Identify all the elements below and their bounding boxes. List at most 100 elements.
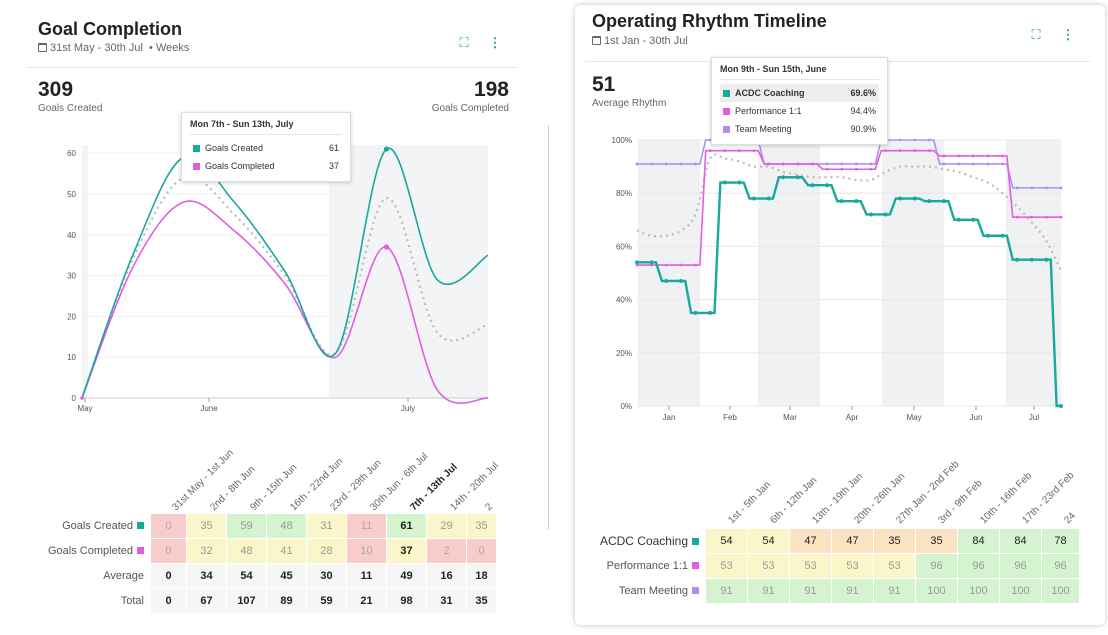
table-cell: 53: [873, 553, 916, 579]
average-rhythm-label: Average Rhythm: [592, 98, 667, 109]
data-point: [913, 149, 917, 153]
tooltip-label: Team Meeting: [735, 124, 792, 134]
data-point: [723, 149, 727, 153]
data-point: [678, 278, 683, 283]
data-point: [1059, 215, 1063, 219]
table-cell: 47: [789, 528, 832, 554]
tooltip-value: 90.9%: [850, 124, 876, 134]
table-cell: 67: [186, 588, 227, 614]
table-cell: 0: [150, 563, 187, 589]
table-row: Average 0 34 54 45 30 11 49 16 18: [38, 563, 497, 589]
card-divider: [548, 125, 549, 530]
data-point: [1059, 186, 1063, 190]
row-label: Goals Created: [38, 513, 151, 539]
data-point: [635, 162, 639, 166]
table-cell: 96: [1041, 553, 1080, 579]
row-label-text: Goals Created: [62, 520, 133, 532]
table-cell: 59: [306, 588, 347, 614]
legend-swatch: [723, 125, 730, 133]
data-point: [80, 396, 84, 400]
table-cell: 21: [346, 588, 387, 614]
table-cell: 31: [426, 588, 467, 614]
column-header: 24: [1062, 510, 1078, 526]
card-title: Goal Completion: [38, 19, 182, 39]
data-point: [898, 149, 902, 153]
table-row: ACDC Coaching 54 54 47 47 35 35 84 84 78: [593, 528, 1080, 554]
data-point: [737, 180, 742, 185]
tooltip-label: ACDC Coaching: [735, 88, 805, 98]
goals-created-total: 309: [38, 78, 74, 101]
goals-created-label: Goals Created: [38, 103, 103, 114]
data-point: [811, 162, 814, 166]
data-point: [942, 154, 946, 158]
series-line: [81, 200, 489, 404]
goals-completed-total: 198: [473, 78, 509, 101]
expand-icon[interactable]: ⛶: [1031, 27, 1041, 42]
y-tick-label: 50: [67, 190, 76, 199]
more-options-icon[interactable]: ⋮: [488, 35, 502, 50]
table-cell: 47: [831, 528, 874, 554]
series-line: [637, 176, 1061, 408]
x-tick-label: Jul: [1029, 413, 1039, 422]
table-cell: 30: [306, 563, 347, 589]
operating-rhythm-chart: 0% 20% 40% 60% 80% 100% Jan Feb Mar Apr May Jun Jul: [612, 136, 1063, 422]
x-tick-label: Jan: [663, 413, 676, 422]
table-cell: 61: [386, 513, 427, 539]
chart-shade: [758, 140, 820, 406]
legend-swatch: [692, 562, 699, 569]
legend-swatch: [137, 522, 144, 529]
calendar-icon: [38, 43, 47, 52]
goals-completed-label: Goals Completed: [431, 103, 509, 114]
data-point: [1001, 154, 1004, 158]
data-point: [854, 167, 858, 171]
table-cell: 41: [266, 538, 307, 564]
data-point: [650, 162, 654, 166]
table-row: Goals Created 0 35 59 48 31 11 61 29 35: [38, 513, 497, 539]
series-line: [636, 153, 1062, 271]
row-label: ACDC Coaching: [593, 528, 706, 554]
tooltip-title: Mon 9th - Sun 15th, June: [720, 64, 879, 80]
chart-shade: [1006, 140, 1061, 406]
row-label: Goals Completed: [38, 538, 151, 564]
data-point: [868, 212, 873, 217]
data-point: [649, 260, 654, 265]
row-label-text: Performance 1:1: [606, 560, 688, 572]
series-line: [81, 147, 489, 399]
data-point: [766, 196, 771, 201]
table-cell: 100: [915, 578, 958, 604]
data-point: [1030, 215, 1034, 219]
data-point: [913, 138, 917, 142]
table-cell: 91: [873, 578, 916, 604]
more-options-icon[interactable]: ⋮: [1061, 27, 1075, 42]
data-point: [781, 162, 785, 166]
data-point: [869, 167, 873, 171]
rhythm-tooltip: Mon 9th - Sun 15th, June ACDC Coaching 69…: [711, 57, 888, 145]
y-tick-label: 60%: [616, 242, 632, 251]
tooltip-title: Mon 7th - Sun 13th, July: [190, 119, 342, 135]
row-label: Team Meeting: [593, 578, 706, 604]
tooltip-label: Goals Completed: [205, 161, 275, 171]
date-range-text: 1st Jan - 30th Jul: [604, 35, 688, 47]
data-point: [928, 149, 931, 153]
table-cell: 100: [1041, 578, 1080, 604]
y-tick-label: 80%: [616, 189, 632, 198]
goal-tooltip: Mon 7th - Sun 13th, July Goals Created 61…: [181, 112, 351, 182]
series-line: [80, 175, 489, 399]
table-cell: 0: [150, 538, 187, 564]
data-point: [825, 162, 829, 166]
y-tick-label: 30: [67, 272, 76, 281]
table-cell: 100: [999, 578, 1042, 604]
data-point: [884, 149, 887, 153]
table-cell: 35: [466, 588, 497, 614]
data-point: [722, 180, 727, 185]
table-cell: 11: [346, 563, 387, 589]
legend-swatch: [193, 144, 200, 152]
table-row: Team Meeting 91 91 91 91 91 100 100 100 …: [593, 578, 1080, 604]
row-label: Total: [38, 588, 151, 614]
column-header: 1st - 5th Jan: [726, 479, 773, 526]
table-cell: 84: [999, 528, 1042, 554]
table-cell: 54: [747, 528, 790, 554]
expand-icon[interactable]: ⛶: [459, 35, 469, 50]
table-cell: 29: [426, 513, 467, 539]
data-point: [664, 278, 669, 283]
